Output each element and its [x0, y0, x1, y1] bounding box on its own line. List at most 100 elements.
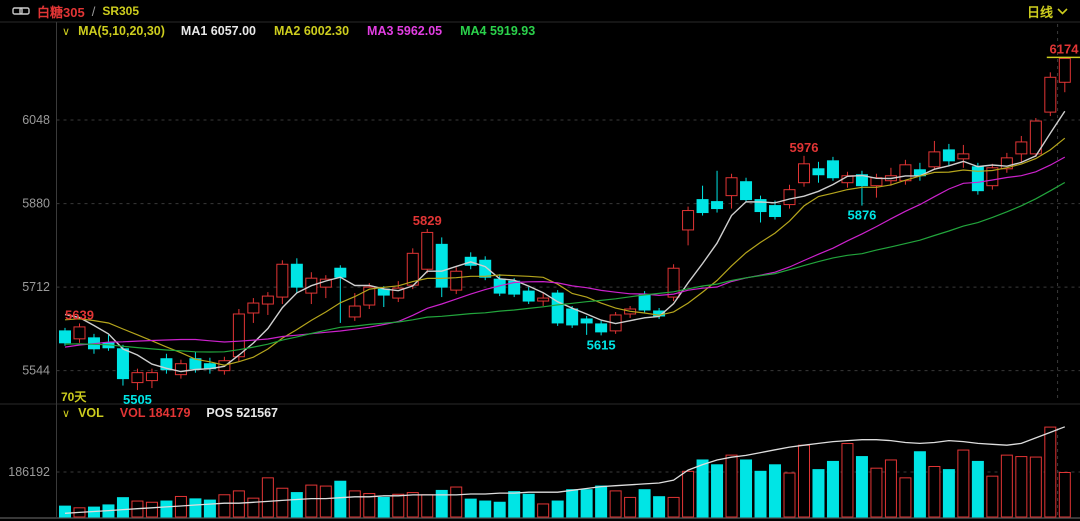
window-length-label: 70天 [61, 390, 87, 404]
candle-body [754, 199, 767, 213]
volume-bar [913, 451, 926, 518]
candle-body [261, 295, 274, 305]
volume-value: VOL 184179 [119, 406, 191, 420]
candle-body [928, 151, 941, 168]
candle-body [537, 297, 550, 302]
candle-body [1015, 141, 1028, 155]
volume-bar [1029, 456, 1042, 518]
candle-body [696, 199, 709, 214]
annotation-label: 6174 [1050, 41, 1080, 56]
volume-bar [855, 456, 868, 518]
candle-body [1000, 157, 1013, 170]
volume-bar [580, 489, 593, 518]
volume-bar [116, 497, 129, 518]
ma-settings-label[interactable]: MA(5,10,20,30) [78, 24, 165, 38]
volume-bar [247, 497, 260, 518]
volume-bar [290, 492, 303, 518]
volume-bar [377, 496, 390, 518]
chevron-down-icon [1057, 7, 1068, 15]
candle-body [145, 372, 158, 382]
vol-indicator-label[interactable]: VOL [78, 406, 104, 420]
candle-body [682, 210, 695, 231]
collapse-chevron-icon[interactable]: ∨ [62, 407, 71, 420]
volume-bar [160, 500, 173, 518]
candle-body [797, 163, 810, 184]
period-label: 日线 [1026, 4, 1053, 20]
volume-bar [609, 490, 622, 518]
volume-bar [769, 464, 782, 518]
volume-bar [986, 475, 999, 518]
volume-bar [537, 503, 550, 518]
volume-bar [232, 490, 245, 518]
candle-body [421, 231, 434, 270]
volume-bar [812, 469, 825, 518]
candle-body [131, 372, 144, 384]
volume-bar [392, 493, 405, 518]
symbol-code[interactable]: SR305 [102, 4, 140, 18]
ma-line-30 [64, 181, 1066, 353]
price-tick-label: 5880 [22, 197, 50, 211]
volume-bar [551, 500, 564, 518]
candle-body [812, 168, 825, 176]
volume-bar [653, 496, 666, 518]
ma-legend: ∨ MA(5,10,20,30) MA1 6057.00 MA2 6002.30 M… [62, 24, 535, 38]
volume-bar [59, 505, 71, 518]
volume-bar [435, 489, 448, 518]
candle-body [783, 189, 796, 206]
volume-bar [624, 496, 637, 518]
price-tick-label: 5712 [22, 280, 50, 294]
position-value: POS 521567 [206, 406, 279, 420]
candle-body [769, 205, 782, 218]
volume-legend: ∨ VOL VOL 184179 POS 521567 [62, 406, 278, 420]
annotation-label: 5615 [587, 337, 616, 352]
volume-bar [363, 493, 376, 518]
period-selector[interactable]: 日线 [1027, 2, 1068, 21]
volume-bar [942, 469, 955, 518]
volume-bar [334, 480, 347, 518]
candle-body [392, 287, 405, 299]
volume-bar [957, 449, 970, 518]
symbol-separator: / [91, 3, 96, 19]
collapse-chevron-icon[interactable]: ∨ [62, 25, 71, 38]
volume-bar [1058, 471, 1071, 518]
candle-body [247, 302, 260, 314]
volume-bar [725, 454, 738, 518]
annotation-label: 5829 [413, 213, 442, 228]
volume-bar [595, 485, 608, 518]
candle-body [855, 174, 868, 187]
price-tick-label: 6048 [22, 113, 50, 127]
volume-bar [189, 498, 202, 518]
candle-body [551, 292, 564, 324]
position-line [64, 426, 1066, 514]
candle-body [638, 294, 651, 311]
volume-bar [667, 496, 680, 518]
volume-bar [203, 499, 216, 518]
link-icon[interactable] [12, 6, 30, 16]
candle-body [508, 280, 521, 295]
annotation-label: 5639 [65, 307, 94, 322]
volume-bar [522, 493, 535, 518]
volume-bar [493, 501, 506, 518]
volume-bar [1015, 456, 1028, 518]
candle-body [450, 270, 463, 291]
candle-body [1044, 76, 1057, 113]
ma-values: MA1 6057.00 MA2 6002.30 MA3 5962.05 MA4 591… [181, 24, 535, 38]
candle-body [957, 153, 970, 160]
volume-bar [740, 459, 753, 518]
volume-bar [899, 477, 912, 518]
candle-body [348, 305, 361, 318]
candle-body [595, 323, 608, 333]
candle-body [899, 164, 912, 182]
symbol-name[interactable]: 白糖305 [37, 4, 85, 20]
candle-body [1058, 57, 1071, 83]
volume-bar [305, 484, 318, 518]
candle-body [826, 160, 839, 179]
volume-bar [276, 487, 289, 518]
candle-body [334, 267, 347, 278]
annotation-label: 5876 [847, 208, 876, 223]
candle-body [711, 201, 724, 210]
candle-body [740, 181, 753, 201]
volume-bar [450, 486, 463, 518]
